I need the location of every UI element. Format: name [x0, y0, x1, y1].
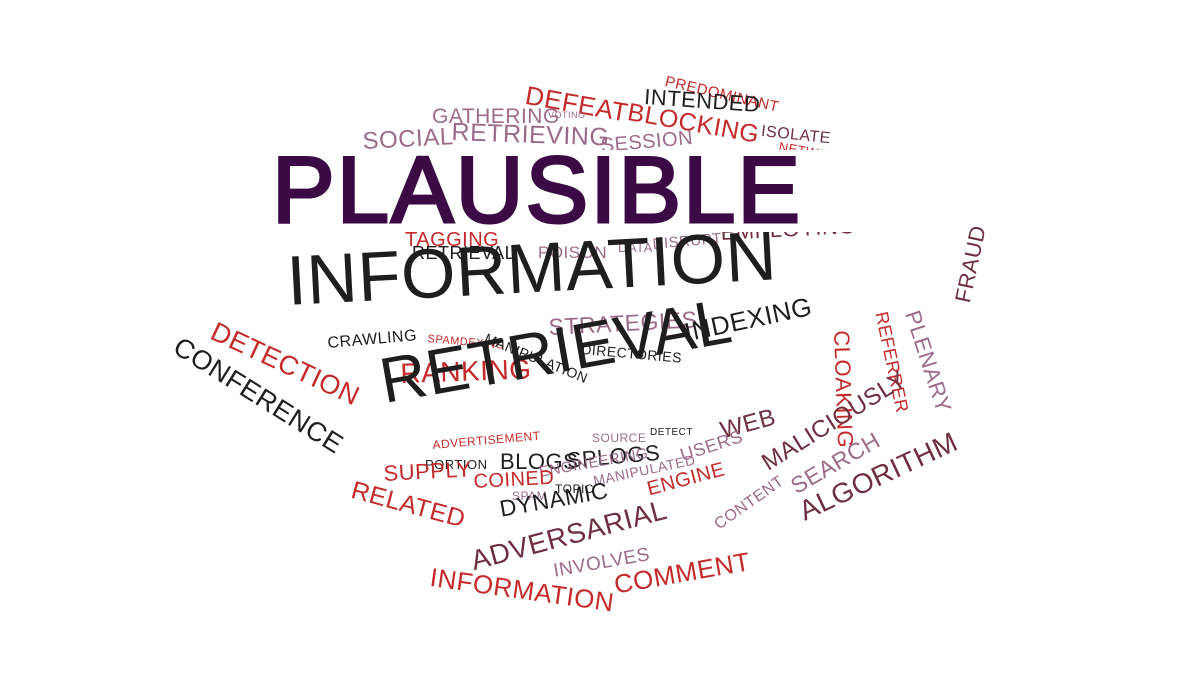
cloud-word: RETRIEVAL [412, 243, 516, 263]
cloud-word: PORTION [425, 457, 488, 472]
cloud-word: DETECT [650, 427, 693, 438]
cloud-word: SPAM [512, 489, 548, 503]
cloud-word: SOURCE [592, 431, 647, 445]
title-text: PLAUSIBLE [270, 137, 803, 242]
cloud-word: DATA [618, 240, 653, 255]
title-banner [262, 150, 940, 232]
cloud-word: RELATED [348, 476, 469, 534]
cloud-word: BLOGS [500, 449, 579, 474]
cloud-word: GATHERING [432, 105, 560, 128]
cloud-word: CONTENT [711, 472, 788, 534]
cloud-word: FRAUD [950, 223, 991, 305]
cloud-word: SUPPLY [382, 456, 473, 486]
cloud-word: VOTING [548, 110, 586, 120]
cloud-word: TAGGING [405, 229, 500, 251]
cloud-word: ADVERTISEMENT [431, 428, 542, 452]
cloud-word: TOPIC [555, 482, 594, 496]
cloud-word: POISON [538, 243, 608, 262]
